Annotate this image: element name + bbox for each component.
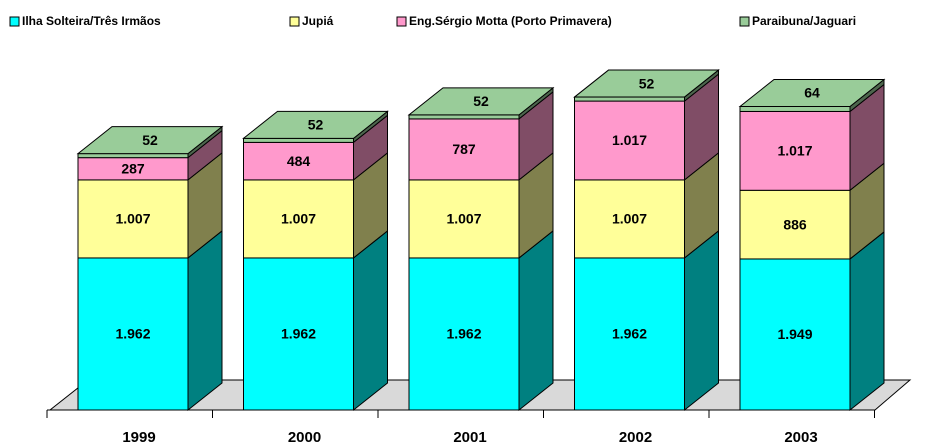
bar-segment [574,257,685,411]
legend-label: Jupiá [302,14,334,28]
bar-side [518,229,554,412]
value-label: 787 [452,141,476,157]
bar-segment [574,179,685,259]
bar-segment [739,258,851,411]
value-label: 287 [121,160,145,176]
x-tick-label: 2002 [619,429,652,446]
value-label: 1.017 [612,132,647,148]
legend-label: Ilha Solteira/Três Irmãos [22,14,161,28]
x-tick-label: 2001 [453,429,486,446]
value-label: 1.962 [115,326,150,342]
value-label: 52 [473,93,489,109]
bar-top [407,87,555,116]
value-label: 1.949 [777,326,812,342]
bar-segment [739,189,851,260]
value-label: 52 [639,75,655,91]
x-tick-label: 1999 [122,429,155,446]
value-label: 64 [804,85,820,101]
bar-segment [77,257,189,411]
legend-label: Paraibuna/Jaguari [752,14,856,28]
value-label: 1.962 [281,326,316,342]
value-label: 484 [287,153,311,169]
value-label: 52 [142,132,158,148]
bar-top [573,69,720,98]
bar-segment [408,257,520,411]
bar-segment [408,114,520,120]
bar-segment [574,100,685,181]
bar-side [684,229,719,412]
value-label: 886 [783,216,807,232]
value-label: 1.962 [446,326,481,342]
legend-label: Eng.Sérgio Motta (Porto Primavera) [409,14,612,28]
bar-top [76,126,224,155]
x-tick-label: 2000 [288,429,321,446]
x-tick-label: 2003 [784,429,817,446]
bar-side [849,230,885,412]
value-label: 1.007 [612,211,647,227]
legend-swatch [396,16,407,27]
value-label: 1.007 [281,211,316,227]
bar-segment [243,137,354,143]
bar-top [242,110,389,139]
value-label: 1.007 [446,211,481,227]
legend-swatch [739,16,750,27]
bar-side [353,229,388,412]
bar-top [738,79,886,108]
legend-swatch [289,16,300,27]
bar-segment [739,110,851,191]
value-label: 1.017 [777,143,812,159]
value-label: 1.962 [612,326,647,342]
bar-segment [408,179,520,259]
bar-segment [77,153,189,159]
legend-swatch [9,16,20,27]
bar-segment [739,106,851,112]
bar-segment [243,257,354,411]
value-label: 52 [308,117,324,133]
value-label: 1.007 [115,211,150,227]
bar-side [187,229,223,412]
bar-segment [574,96,685,102]
